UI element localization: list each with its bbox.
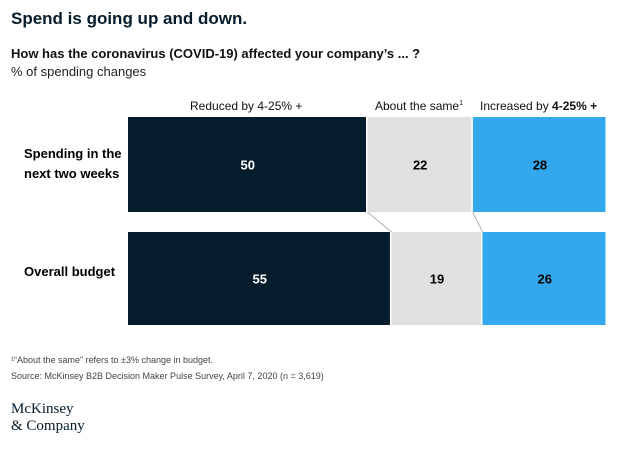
data-label-r0-s2: 28 bbox=[533, 158, 547, 173]
row-label-spending: Spending in the next two weeks bbox=[24, 144, 122, 184]
bar-segment-r0-s0 bbox=[128, 117, 366, 212]
data-label-r1-s0: 55 bbox=[252, 272, 266, 287]
legend-reduced: Reduced by 4-25% + bbox=[190, 99, 303, 113]
bar-segment-r0-s2 bbox=[472, 117, 606, 212]
data-label-r1-s1: 19 bbox=[430, 272, 444, 287]
row-label-overall-line1: Overall budget bbox=[24, 264, 116, 279]
footnote-about-same: ¹“About the same” refers to ±3% change i… bbox=[11, 355, 214, 365]
row-label-overall: Overall budget bbox=[24, 262, 115, 282]
data-label-r0-s1: 22 bbox=[413, 158, 427, 173]
legend-increased-prefix: Increased by bbox=[480, 99, 553, 113]
bar-segment-r0-s1 bbox=[367, 117, 472, 212]
bar-segment-r1-s2 bbox=[482, 232, 606, 325]
logo-line2: & Company bbox=[11, 418, 85, 434]
connector-line-0 bbox=[367, 211, 392, 233]
bar-segment-r1-s1 bbox=[391, 232, 481, 325]
legend-same-text: About the same bbox=[375, 99, 460, 113]
legend-same-footnote-mark: 1 bbox=[459, 100, 463, 107]
chart-question: How has the coronavirus (COVID-19) affec… bbox=[11, 46, 421, 61]
row-label-spending-line1: Spending in the bbox=[24, 146, 122, 161]
chart-subtitle: % of spending changes bbox=[11, 64, 147, 79]
chart-title: Spend is going up and down. bbox=[11, 9, 248, 28]
row-label-spending-line2: next two weeks bbox=[24, 166, 120, 181]
connector-line-1 bbox=[472, 211, 483, 233]
bar-segment-r1-s0 bbox=[128, 232, 390, 325]
mckinsey-logo: McKinsey & Company bbox=[11, 401, 85, 435]
legend-increased: Increased by 4-25% + bbox=[480, 99, 597, 113]
legend-same: About the same1 bbox=[375, 99, 463, 113]
data-label-r0-s0: 50 bbox=[241, 158, 255, 173]
data-label-r1-s2: 26 bbox=[537, 272, 551, 287]
legend-increased-emph: 4-25% + bbox=[552, 99, 598, 113]
logo-line1: McKinsey bbox=[11, 401, 74, 417]
footnote-source: Source: McKinsey B2B Decision Maker Puls… bbox=[11, 371, 324, 381]
